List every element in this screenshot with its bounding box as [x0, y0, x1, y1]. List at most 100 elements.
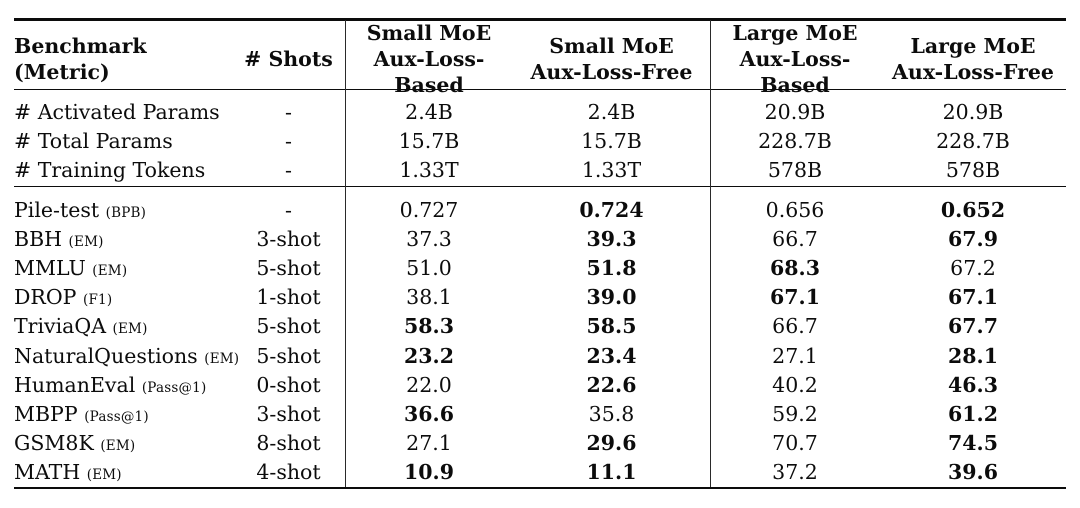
table-top-rule: [14, 18, 1066, 21]
param-table-row: # Training Tokens - 1.33T 1.33T 578B 578…: [14, 155, 1066, 184]
value-cell: 39.6: [948, 460, 998, 485]
header-line1: Small MoE: [366, 21, 492, 45]
benchmark-metric: (EM): [92, 262, 128, 279]
value-cell: 228.7B: [758, 128, 832, 153]
benchmark-metric: (EM): [204, 350, 240, 367]
value-cell: 67.1: [948, 285, 998, 310]
benchmark-metric: (EM): [68, 233, 104, 250]
header-large-moe-aux-loss-based: Large MoE Aux-Loss-Based: [710, 20, 880, 98]
value-cell: 29.6: [586, 431, 637, 456]
benchmark-name: NaturalQuestions: [14, 343, 198, 368]
benchmark-table-row: DROP (F1) 1-shot 38.1 39.0 67.1 67.1: [14, 283, 1066, 312]
benchmark-table-row: Pile-test (BPB) - 0.727 0.724 0.656 0.65…: [14, 195, 1066, 224]
value-cell: 23.4: [586, 343, 637, 368]
header-line1: Large MoE: [910, 34, 1036, 58]
value-cell: 22.0: [406, 372, 452, 397]
benchmark-label-cell: MBPP (Pass@1): [14, 402, 232, 426]
value-cell: 15.7B: [581, 128, 642, 153]
header-large-moe-aux-loss-free: Large MoE Aux-Loss-Free: [880, 33, 1066, 85]
benchmark-name: MMLU: [14, 255, 86, 280]
shots-cell: -: [285, 157, 292, 182]
vertical-separator-shots-small: [345, 20, 347, 487]
benchmark-metric: (EM): [86, 467, 122, 484]
table-bottom-rule: [14, 486, 1066, 490]
value-cell: 67.2: [950, 255, 996, 280]
shots-cell: 1-shot: [256, 285, 321, 310]
value-cell: 36.6: [404, 401, 454, 426]
value-cell: 39.3: [586, 226, 637, 251]
params-bottom-rule: [14, 186, 1066, 188]
value-cell: 1.33T: [399, 157, 459, 182]
value-cell: 74.5: [948, 431, 998, 456]
value-cell: 2.4B: [405, 99, 453, 124]
param-label: # Total Params: [14, 128, 173, 153]
benchmark-table-row: MATH (EM) 4-shot 10.9 11.1 37.2 39.6: [14, 458, 1066, 487]
shots-cell: -: [285, 99, 292, 124]
param-label: # Training Tokens: [14, 157, 206, 182]
value-cell: 578B: [945, 157, 1001, 182]
value-cell: 58.3: [404, 314, 454, 339]
shots-cell: 0-shot: [256, 372, 321, 397]
header-line2: Aux-Loss-Free: [530, 60, 693, 84]
value-cell: 23.2: [404, 343, 454, 368]
benchmark-name: DROP: [14, 285, 77, 310]
benchmark-label-cell: TriviaQA (EM): [14, 314, 232, 338]
value-cell: 20.9B: [764, 99, 826, 124]
value-cell: 0.656: [765, 197, 825, 222]
shots-cell: 5-shot: [256, 314, 321, 339]
header-line2: Aux-Loss-Based: [739, 47, 851, 97]
benchmark-name: HumanEval: [14, 372, 136, 397]
value-cell: 70.7: [772, 431, 818, 456]
benchmark-metric: (EM): [100, 438, 136, 455]
value-cell: 68.3: [770, 255, 820, 280]
value-cell: 40.2: [772, 372, 818, 397]
shots-cell: -: [285, 128, 292, 153]
benchmark-name: GSM8K: [14, 431, 94, 456]
benchmark-metric: (Pass@1): [84, 408, 149, 425]
benchmark-name: Pile-test: [14, 197, 100, 222]
param-label: # Activated Params: [14, 99, 220, 124]
value-cell: 0.652: [940, 197, 1006, 222]
value-cell: 11.1: [586, 460, 637, 485]
benchmark-metric: (BPB): [105, 204, 147, 221]
benchmark-name: TriviaQA: [14, 314, 106, 339]
params-section: # Activated Params - 2.4B 2.4B 20.9B 20.…: [14, 90, 1066, 185]
value-cell: 20.9B: [942, 99, 1004, 124]
benchmark-label-cell: HumanEval (Pass@1): [14, 373, 232, 397]
shots-cell: 8-shot: [256, 431, 321, 456]
value-cell: 38.1: [406, 285, 452, 310]
value-cell: 1.33T: [581, 157, 642, 182]
shots-cell: 5-shot: [256, 255, 321, 280]
value-cell: 578B: [767, 157, 823, 182]
benchmark-table-row: MMLU (EM) 5-shot 51.0 51.8 68.3 67.2: [14, 253, 1066, 282]
benchmark-table-row: MBPP (Pass@1) 3-shot 36.6 35.8 59.2 61.2: [14, 399, 1066, 428]
shots-cell: 4-shot: [256, 460, 321, 485]
value-cell: 66.7: [772, 226, 818, 251]
benchmark-label-cell: MMLU (EM): [14, 256, 232, 280]
benchmark-results-table: Benchmark (Metric) # Shots Small MoE Aux…: [14, 0, 1066, 508]
value-cell: 10.9: [404, 460, 454, 485]
benchmark-section: Pile-test (BPB) - 0.727 0.724 0.656 0.65…: [14, 187, 1066, 487]
param-table-row: # Activated Params - 2.4B 2.4B 20.9B 20.…: [14, 97, 1066, 126]
shots-cell: 3-shot: [256, 226, 321, 251]
benchmark-table-row: BBH (EM) 3-shot 37.3 39.3 66.7 67.9: [14, 224, 1066, 253]
header-shots: # Shots: [244, 47, 333, 71]
benchmark-metric: (EM): [112, 321, 148, 338]
benchmark-label-cell: MATH (EM): [14, 460, 232, 484]
value-cell: 39.0: [586, 285, 637, 310]
header-line1: Small MoE: [549, 34, 674, 58]
benchmark-table-row: TriviaQA (EM) 5-shot 58.3 58.5 66.7 67.7: [14, 312, 1066, 341]
value-cell: 37.2: [772, 460, 818, 485]
benchmark-metric: (Pass@1): [141, 379, 207, 396]
value-cell: 51.8: [586, 255, 637, 280]
header-line2: Aux-Loss-Based: [373, 47, 485, 97]
value-cell: 22.6: [586, 372, 637, 397]
benchmark-name: MBPP: [14, 401, 78, 426]
param-table-row: # Total Params - 15.7B 15.7B 228.7B 228.…: [14, 126, 1066, 155]
value-cell: 228.7B: [936, 128, 1010, 153]
value-cell: 37.3: [406, 226, 452, 251]
value-cell: 58.5: [586, 314, 637, 339]
benchmark-label-cell: NaturalQuestions (EM): [14, 343, 239, 368]
vertical-separator-small-large: [710, 20, 712, 487]
value-cell: 66.7: [772, 314, 818, 339]
